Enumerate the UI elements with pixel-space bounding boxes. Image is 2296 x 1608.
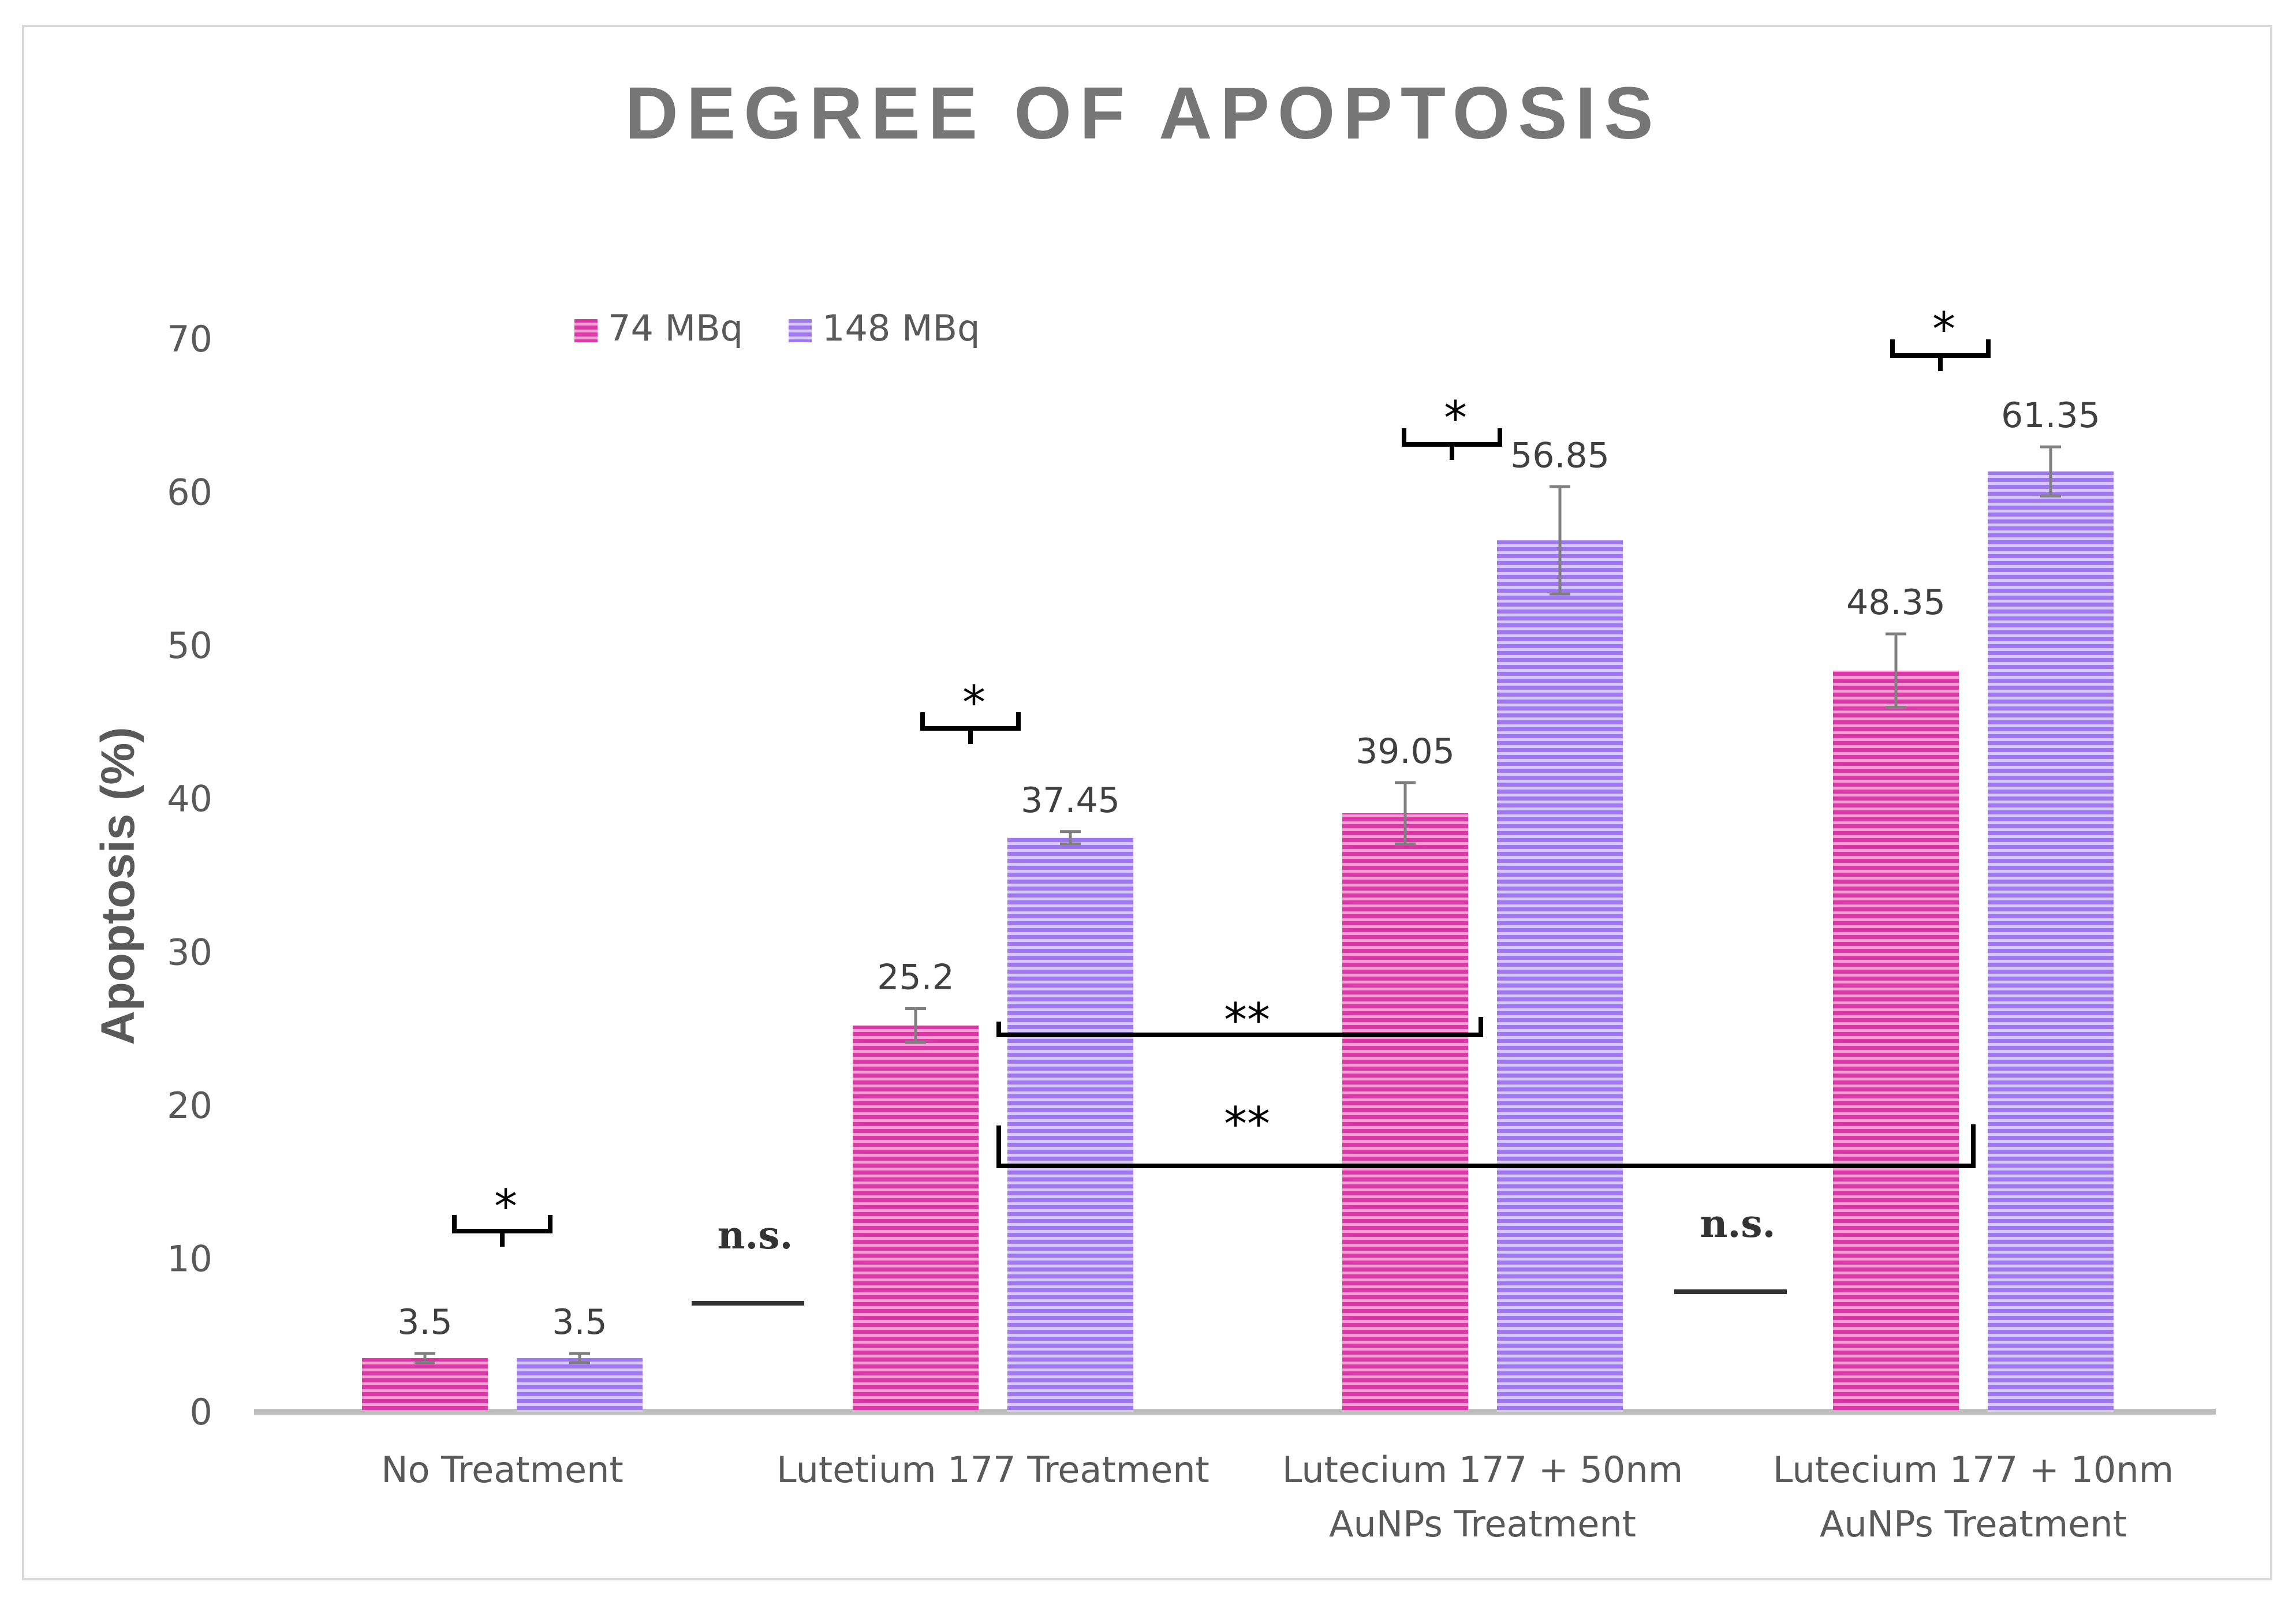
legend-label-148mbq: 148 MBq xyxy=(822,307,980,349)
chart-title: DEGREE OF APOPTOSIS xyxy=(625,72,1661,155)
significance-annotations: * * * * ** ** n.s. n.s. xyxy=(452,302,1991,1306)
bar-148mbq xyxy=(1988,471,2114,1412)
y-tick-label: 50 xyxy=(167,624,212,667)
data-label-74mbq: 3.5 xyxy=(397,1302,452,1343)
sig-star-lu177: * xyxy=(962,676,985,730)
sig-bracket-no-treatment: * xyxy=(452,1180,552,1247)
data-label-148mbq: 3.5 xyxy=(552,1302,607,1343)
bar-148mbq xyxy=(517,1358,643,1412)
bar-74mbq xyxy=(1342,813,1468,1412)
y-axis-label: Apoptosis (%) xyxy=(92,727,144,1045)
bars xyxy=(362,471,2114,1412)
legend-swatch-148mbq xyxy=(789,319,812,342)
error-bar-74mbq xyxy=(1886,632,1906,709)
data-label-74mbq: 48.35 xyxy=(1846,582,1946,623)
y-tick-label: 20 xyxy=(167,1085,212,1127)
y-tick-label: 0 xyxy=(190,1391,212,1433)
bar-74mbq xyxy=(1833,670,1959,1412)
y-tick-label: 60 xyxy=(167,472,212,514)
error-bar-148mbq xyxy=(1060,830,1081,846)
data-label-148mbq: 56.85 xyxy=(1510,435,1610,476)
data-label-74mbq: 39.05 xyxy=(1356,731,1455,772)
bar-74mbq xyxy=(853,1025,979,1412)
y-tick-label: 70 xyxy=(167,318,212,360)
error-bar-148mbq xyxy=(1550,485,1570,596)
legend: 74 MBq 148 MBq xyxy=(574,307,980,349)
error-bar-74mbq xyxy=(415,1352,435,1364)
sig-bracket-lu177-vs-10nm: ** xyxy=(996,1097,1976,1168)
category-label: AuNPs Treatment xyxy=(1329,1503,1636,1545)
bar-148mbq xyxy=(1007,837,1133,1412)
error-bars xyxy=(415,445,2061,1364)
ns-label-right: n.s. xyxy=(1700,1201,1775,1246)
ns-marker-right: n.s. xyxy=(1674,1201,1787,1294)
category-label: No Treatment xyxy=(381,1449,624,1491)
sig-star-no-treatment: * xyxy=(494,1180,517,1233)
error-bar-74mbq xyxy=(1395,781,1416,846)
sig-star-10nm: * xyxy=(1932,302,1955,356)
sig-bracket-50nm: * xyxy=(1402,391,1502,460)
ns-marker-left: n.s. xyxy=(692,1213,804,1306)
y-axis-ticks: 0 10 20 30 40 50 60 70 xyxy=(167,318,212,1433)
sig-star-50nm: * xyxy=(1444,391,1467,445)
y-tick-label: 10 xyxy=(167,1237,212,1280)
category-label: Lutecium 177 + 50nm xyxy=(1282,1449,1683,1491)
ns-label-left: n.s. xyxy=(717,1213,793,1258)
legend-swatch-74mbq xyxy=(574,319,598,342)
data-label-148mbq: 37.45 xyxy=(1021,780,1120,821)
category-label: Lutetium 177 Treatment xyxy=(776,1449,1209,1491)
sig-double-star-lower: ** xyxy=(1224,1097,1270,1151)
bar-74mbq xyxy=(362,1358,488,1412)
legend-label-74mbq: 74 MBq xyxy=(608,307,743,349)
y-tick-label: 30 xyxy=(167,931,212,973)
sig-bracket-10nm: * xyxy=(1890,302,1991,371)
y-tick-label: 40 xyxy=(167,778,212,820)
data-labels: 3.5 25.2 39.05 48.35 3.5 37.45 56.85 61.35 xyxy=(397,395,2100,1343)
error-bar-74mbq xyxy=(905,1007,926,1044)
error-bar-148mbq xyxy=(2040,445,2061,498)
data-label-74mbq: 25.2 xyxy=(877,958,954,998)
error-bar-148mbq xyxy=(569,1352,590,1364)
data-label-148mbq: 61.35 xyxy=(2001,395,2100,436)
category-label: Lutecium 177 + 10nm xyxy=(1773,1449,2174,1491)
sig-double-star-upper: ** xyxy=(1224,993,1270,1047)
sig-bracket-lu177-vs-50nm: ** xyxy=(996,993,1483,1047)
bar-148mbq xyxy=(1497,540,1623,1412)
category-label: AuNPs Treatment xyxy=(1820,1503,2127,1545)
sig-bracket-lu177: * xyxy=(920,676,1021,744)
category-labels: No Treatment Lutetium 177 Treatment Luteci… xyxy=(381,1449,2174,1545)
